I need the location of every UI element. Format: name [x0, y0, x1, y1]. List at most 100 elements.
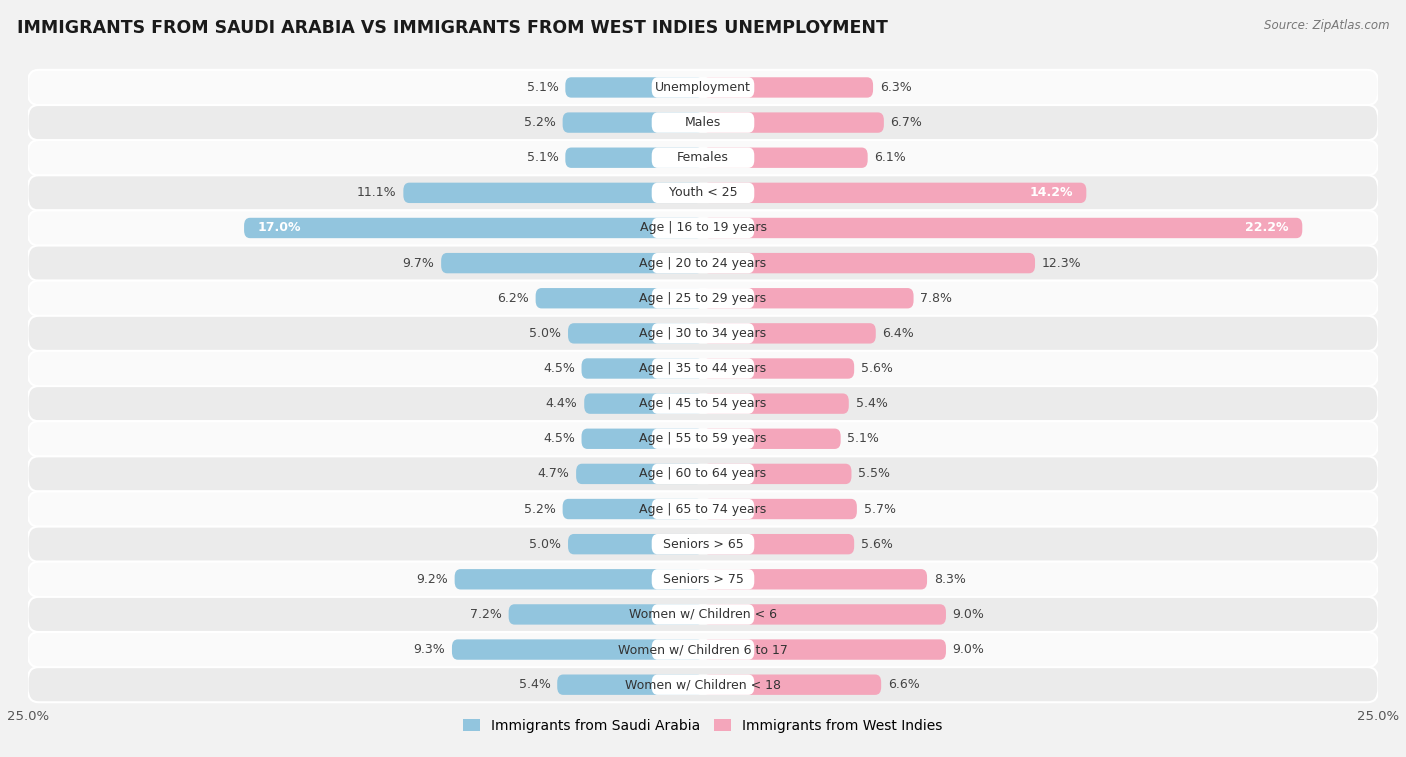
- FancyBboxPatch shape: [652, 604, 754, 625]
- FancyBboxPatch shape: [585, 394, 703, 414]
- Text: 4.4%: 4.4%: [546, 397, 578, 410]
- Text: Age | 45 to 54 years: Age | 45 to 54 years: [640, 397, 766, 410]
- FancyBboxPatch shape: [652, 534, 754, 554]
- Text: 5.1%: 5.1%: [848, 432, 879, 445]
- Text: 4.5%: 4.5%: [543, 362, 575, 375]
- Text: Women w/ Children 6 to 17: Women w/ Children 6 to 17: [619, 643, 787, 656]
- Text: 5.4%: 5.4%: [855, 397, 887, 410]
- Text: 6.6%: 6.6%: [889, 678, 920, 691]
- FancyBboxPatch shape: [582, 428, 703, 449]
- FancyBboxPatch shape: [536, 288, 703, 308]
- FancyBboxPatch shape: [703, 428, 841, 449]
- Legend: Immigrants from Saudi Arabia, Immigrants from West Indies: Immigrants from Saudi Arabia, Immigrants…: [458, 713, 948, 738]
- Text: Age | 60 to 64 years: Age | 60 to 64 years: [640, 467, 766, 481]
- FancyBboxPatch shape: [454, 569, 703, 590]
- FancyBboxPatch shape: [652, 182, 754, 203]
- Text: 5.2%: 5.2%: [524, 116, 555, 129]
- FancyBboxPatch shape: [703, 534, 855, 554]
- FancyBboxPatch shape: [562, 112, 703, 132]
- Text: 9.7%: 9.7%: [402, 257, 434, 269]
- FancyBboxPatch shape: [28, 562, 1378, 597]
- FancyBboxPatch shape: [576, 464, 703, 484]
- FancyBboxPatch shape: [652, 394, 754, 414]
- FancyBboxPatch shape: [28, 386, 1378, 421]
- FancyBboxPatch shape: [562, 499, 703, 519]
- FancyBboxPatch shape: [652, 148, 754, 168]
- Text: 9.0%: 9.0%: [953, 608, 984, 621]
- FancyBboxPatch shape: [703, 112, 884, 132]
- FancyBboxPatch shape: [28, 632, 1378, 667]
- FancyBboxPatch shape: [652, 323, 754, 344]
- FancyBboxPatch shape: [652, 569, 754, 590]
- FancyBboxPatch shape: [28, 140, 1378, 176]
- FancyBboxPatch shape: [703, 323, 876, 344]
- FancyBboxPatch shape: [565, 77, 703, 98]
- FancyBboxPatch shape: [28, 70, 1378, 105]
- Text: 5.1%: 5.1%: [527, 81, 558, 94]
- Text: Youth < 25: Youth < 25: [669, 186, 737, 199]
- Text: 6.7%: 6.7%: [890, 116, 922, 129]
- Text: 5.7%: 5.7%: [863, 503, 896, 516]
- FancyBboxPatch shape: [451, 640, 703, 660]
- FancyBboxPatch shape: [652, 218, 754, 238]
- FancyBboxPatch shape: [557, 674, 703, 695]
- Text: 6.3%: 6.3%: [880, 81, 911, 94]
- Text: Source: ZipAtlas.com: Source: ZipAtlas.com: [1264, 19, 1389, 32]
- Text: 12.3%: 12.3%: [1042, 257, 1081, 269]
- Text: 6.2%: 6.2%: [498, 291, 529, 305]
- FancyBboxPatch shape: [28, 351, 1378, 386]
- Text: 6.4%: 6.4%: [883, 327, 914, 340]
- FancyBboxPatch shape: [703, 604, 946, 625]
- FancyBboxPatch shape: [568, 323, 703, 344]
- Text: Unemployment: Unemployment: [655, 81, 751, 94]
- Text: 8.3%: 8.3%: [934, 573, 966, 586]
- FancyBboxPatch shape: [652, 77, 754, 98]
- Text: 5.0%: 5.0%: [529, 537, 561, 550]
- FancyBboxPatch shape: [652, 428, 754, 449]
- Text: Women w/ Children < 18: Women w/ Children < 18: [626, 678, 780, 691]
- FancyBboxPatch shape: [652, 464, 754, 484]
- Text: Age | 16 to 19 years: Age | 16 to 19 years: [640, 222, 766, 235]
- Text: 9.0%: 9.0%: [953, 643, 984, 656]
- Text: Age | 55 to 59 years: Age | 55 to 59 years: [640, 432, 766, 445]
- Text: 5.2%: 5.2%: [524, 503, 555, 516]
- FancyBboxPatch shape: [28, 456, 1378, 491]
- Text: Age | 35 to 44 years: Age | 35 to 44 years: [640, 362, 766, 375]
- Text: 4.5%: 4.5%: [543, 432, 575, 445]
- FancyBboxPatch shape: [568, 534, 703, 554]
- Text: Seniors > 65: Seniors > 65: [662, 537, 744, 550]
- Text: 9.3%: 9.3%: [413, 643, 446, 656]
- Text: IMMIGRANTS FROM SAUDI ARABIA VS IMMIGRANTS FROM WEST INDIES UNEMPLOYMENT: IMMIGRANTS FROM SAUDI ARABIA VS IMMIGRAN…: [17, 19, 887, 37]
- Text: Age | 20 to 24 years: Age | 20 to 24 years: [640, 257, 766, 269]
- FancyBboxPatch shape: [703, 288, 914, 308]
- Text: Seniors > 75: Seniors > 75: [662, 573, 744, 586]
- Text: 7.8%: 7.8%: [921, 291, 952, 305]
- FancyBboxPatch shape: [28, 597, 1378, 632]
- FancyBboxPatch shape: [245, 218, 703, 238]
- Text: 5.4%: 5.4%: [519, 678, 551, 691]
- Text: 5.6%: 5.6%: [860, 537, 893, 550]
- Text: 22.2%: 22.2%: [1246, 222, 1289, 235]
- FancyBboxPatch shape: [703, 148, 868, 168]
- FancyBboxPatch shape: [582, 358, 703, 378]
- Text: 6.1%: 6.1%: [875, 151, 907, 164]
- FancyBboxPatch shape: [652, 358, 754, 378]
- FancyBboxPatch shape: [703, 218, 1302, 238]
- FancyBboxPatch shape: [28, 210, 1378, 245]
- FancyBboxPatch shape: [703, 253, 1035, 273]
- Text: 7.2%: 7.2%: [470, 608, 502, 621]
- FancyBboxPatch shape: [652, 499, 754, 519]
- FancyBboxPatch shape: [509, 604, 703, 625]
- Text: Women w/ Children < 6: Women w/ Children < 6: [628, 608, 778, 621]
- FancyBboxPatch shape: [28, 667, 1378, 702]
- FancyBboxPatch shape: [28, 281, 1378, 316]
- Text: Age | 30 to 34 years: Age | 30 to 34 years: [640, 327, 766, 340]
- FancyBboxPatch shape: [703, 499, 856, 519]
- Text: 11.1%: 11.1%: [357, 186, 396, 199]
- FancyBboxPatch shape: [441, 253, 703, 273]
- Text: 5.5%: 5.5%: [858, 467, 890, 481]
- Text: 9.2%: 9.2%: [416, 573, 449, 586]
- FancyBboxPatch shape: [703, 358, 855, 378]
- FancyBboxPatch shape: [28, 421, 1378, 456]
- FancyBboxPatch shape: [28, 105, 1378, 140]
